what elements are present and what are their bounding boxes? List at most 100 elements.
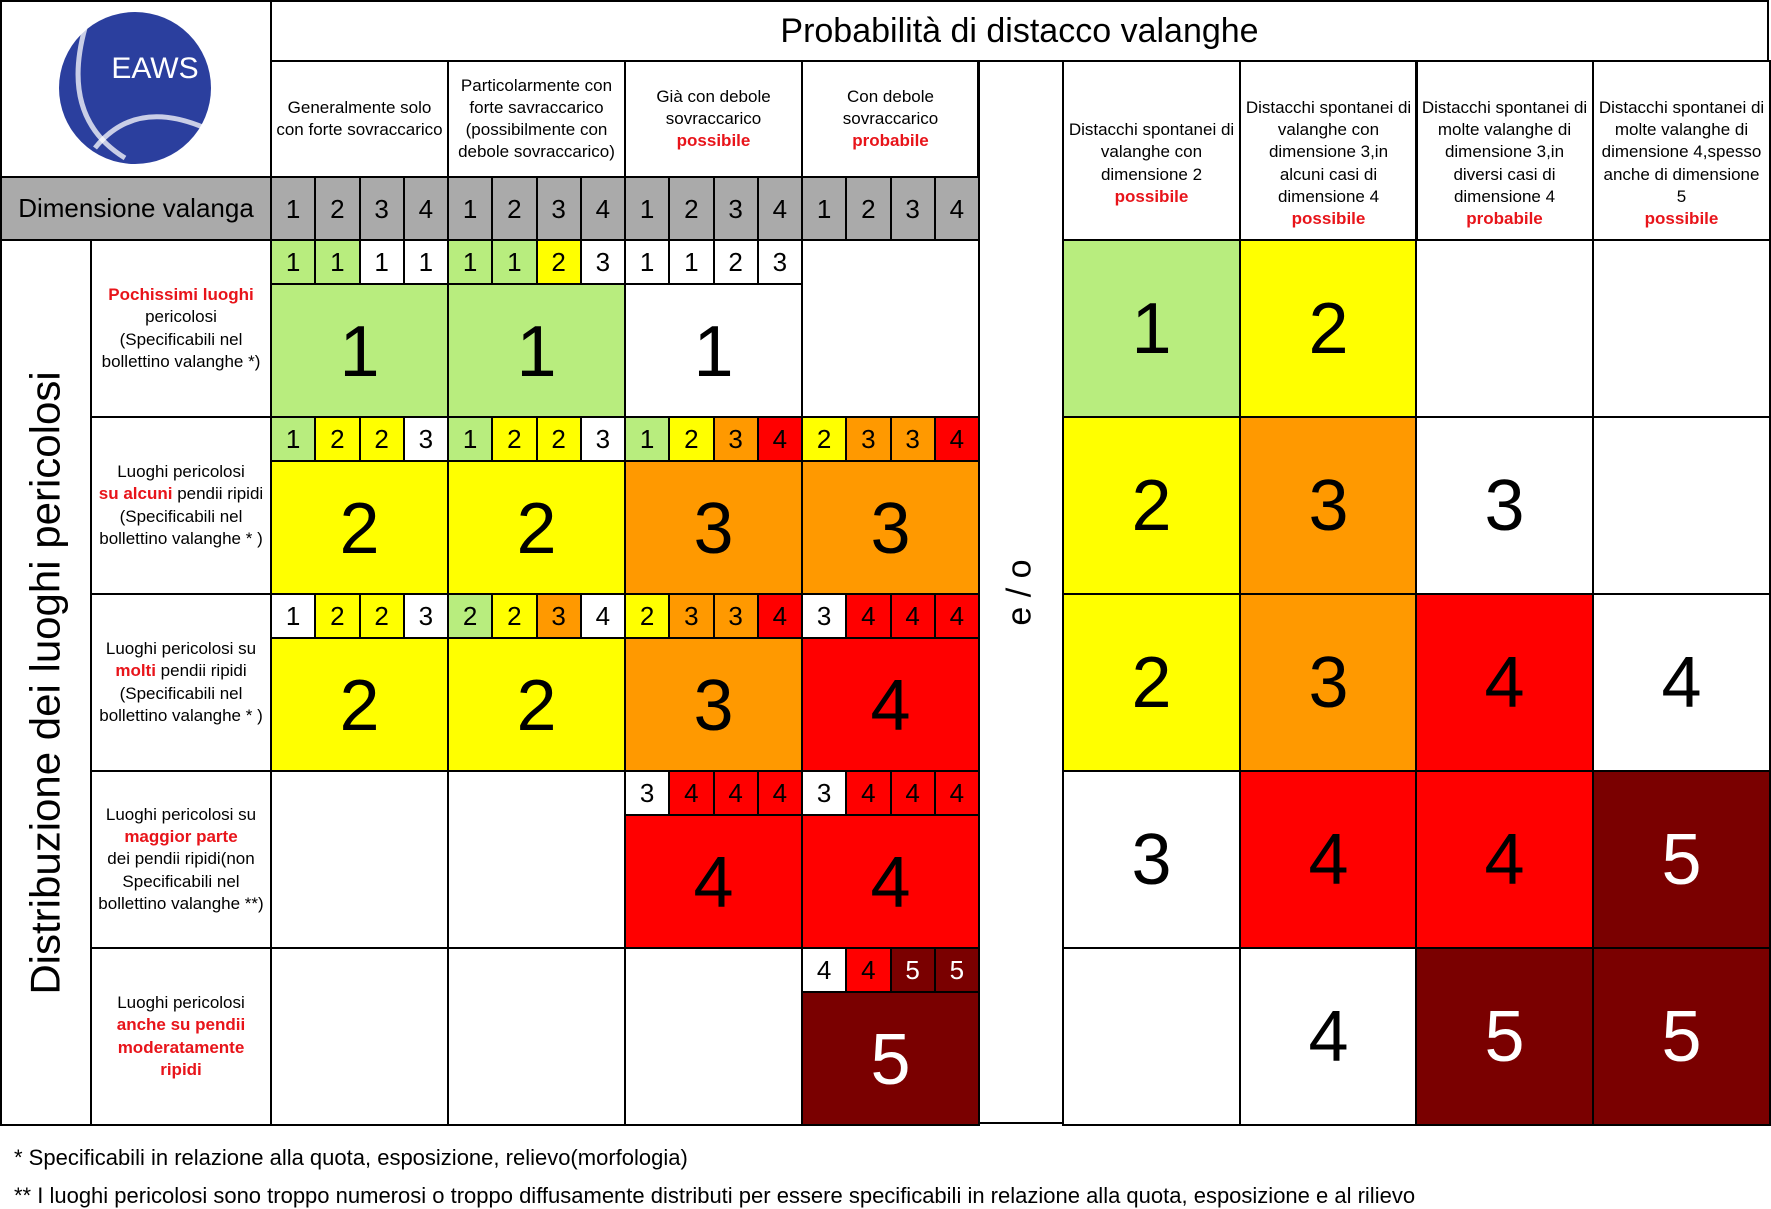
and-or-divider: e / o [977, 60, 1064, 1124]
row-label-line: Pochissimi luoghi [108, 285, 254, 305]
row-label-line: bollettino valanghe * ) [99, 705, 263, 725]
size-header-cell: 1 [801, 176, 848, 241]
size-level-cell: 1 [358, 239, 405, 285]
size-level-cell: 1 [270, 239, 317, 285]
row-label-2: Luoghi pericolosi su alcuni pendii ripidi… [90, 416, 272, 595]
size-level-cell: 4 [845, 593, 892, 639]
size-level-cell: 1 [270, 416, 317, 462]
spontaneous-level-cell [1062, 947, 1241, 1126]
row-label-line: Luoghi pericolosi su [105, 805, 257, 825]
size-level-cell: 2 [624, 593, 671, 639]
trigger-header-4: Con debole sovraccarico probabile [801, 60, 980, 178]
row-label-3: Luoghi pericolosi su molti pendii ripidi(… [90, 593, 272, 772]
spontaneous-level-cell: 4 [1239, 947, 1418, 1126]
size-level-cell: 3 [579, 239, 626, 285]
row-label-line: anche su pendii [116, 1015, 246, 1035]
row-label-line: bollettino valanghe * ) [99, 528, 263, 548]
label-text: pendii ripidi [172, 484, 264, 504]
size-level-cell: 3 [801, 593, 848, 639]
size-level-cell: 4 [889, 593, 936, 639]
size-header-cell: 4 [756, 176, 803, 241]
row-label-line: molti pendii ripidi [115, 660, 246, 682]
size-level-cell: 2 [314, 593, 361, 639]
row-label-line: (Specificabili nel [119, 329, 243, 349]
spontaneous-level-cell: 5 [1592, 770, 1771, 949]
empty-matrix-cell [801, 239, 980, 418]
size-level-cell: 1 [624, 239, 671, 285]
size-level-cell: 4 [801, 947, 848, 993]
size-level-cell: 3 [712, 416, 759, 462]
size-header-cell: 4 [579, 176, 626, 241]
spontaneous-description: Distacchi spontanei di molte valanghe di… [1598, 98, 1765, 206]
empty-matrix-cell [624, 947, 803, 1126]
axis-label: Distribuzione dei luoghi pericolosi [22, 370, 69, 995]
size-header-cell: 1 [624, 176, 671, 241]
spontaneous-level-cell [1415, 239, 1594, 418]
size-level-cell: 2 [712, 239, 759, 285]
avalanche-size-label: Dimensione valanga [0, 176, 272, 241]
size-header-cell: 3 [358, 176, 405, 241]
highlight-term: molti [115, 661, 156, 681]
label-text: pendii ripidi [155, 661, 247, 681]
size-header-cell: 2 [845, 176, 892, 241]
spontaneous-level-cell: 4 [1592, 593, 1771, 772]
row-label-line: Luoghi pericolosi su [105, 639, 257, 659]
spontaneous-header-3: Distacchi spontanei di molte valanghe di… [1415, 60, 1594, 241]
size-level-cell: 2 [447, 593, 494, 639]
empty-matrix-cell [447, 770, 626, 949]
row-label-line: Luoghi pericolosi [117, 993, 245, 1013]
row-label-line: su alcuni pendii ripidi [99, 483, 263, 505]
hazard-distribution-axis: Distribuzione dei luoghi pericolosi [0, 239, 92, 1126]
size-level-cell: 4 [712, 770, 759, 816]
row-label-line: maggior parte [124, 827, 238, 847]
size-level-cell: 2 [491, 416, 538, 462]
empty-matrix-cell [270, 770, 449, 949]
row-label-1: Pochissimi luoghi pericolosi (Specificabil… [90, 239, 272, 418]
trigger-description: Già con debole sovraccarico [656, 86, 771, 128]
size-level-cell: 3 [756, 239, 803, 285]
spontaneous-level-cell: 4 [1415, 593, 1594, 772]
spontaneous-level-cell: 5 [1415, 947, 1594, 1126]
size-header-cell: 1 [447, 176, 494, 241]
trigger-header-2: Particolarmente con forte savraccarico (… [447, 60, 626, 178]
spontaneous-level-cell [1592, 416, 1771, 595]
spontaneous-header-1: Distacchi spontanei di valanghe con dime… [1062, 60, 1241, 241]
size-level-cell: 5 [933, 947, 980, 993]
spontaneous-level-cell: 2 [1239, 239, 1418, 418]
footnote-1: * Specificabili in relazione alla quota,… [14, 1145, 688, 1170]
spontaneous-header-2: Distacchi spontanei di valanghe con dime… [1239, 60, 1418, 241]
spontaneous-header-4: Distacchi spontanei di molte valanghe di… [1592, 60, 1771, 241]
size-level-cell: 1 [447, 416, 494, 462]
size-level-cell: 4 [579, 593, 626, 639]
row-label-line: moderatamente [117, 1037, 245, 1057]
size-level-cell: 1 [624, 416, 671, 462]
size-level-cell: 2 [535, 416, 582, 462]
size-level-cell: 3 [889, 416, 936, 462]
size-level-cell: 3 [801, 770, 848, 816]
row-label-line: bollettino valanghe *) [101, 351, 261, 371]
size-header-cell: 3 [889, 176, 936, 241]
trigger-description: Particolarmente con forte savraccarico (… [458, 75, 615, 162]
size-level-cell: 3 [535, 593, 582, 639]
row-label-4: Luoghi pericolosi su maggior parte dei pen… [90, 770, 272, 949]
size-level-cell: 3 [668, 593, 715, 639]
row-label-line: bollettino valanghe **) [98, 893, 264, 913]
row-label-line: ripidi [160, 1059, 202, 1079]
probability-term: possibile [1644, 208, 1719, 228]
probability-term: probabile [852, 131, 929, 151]
spontaneous-level-cell: 3 [1239, 416, 1418, 595]
size-level-cell: 1 [314, 239, 361, 285]
trigger-description: Con debole sovraccarico [842, 86, 939, 128]
size-level-cell: 2 [801, 416, 848, 462]
spontaneous-level-cell: 4 [1415, 770, 1594, 949]
size-level-cell: 1 [491, 239, 538, 285]
size-level-cell: 1 [402, 239, 449, 285]
empty-matrix-cell [270, 947, 449, 1126]
trigger-description: Generalmente solo con forte sovraccarico [276, 97, 443, 139]
and-or-label: e / o [1000, 558, 1039, 626]
size-level-cell: 4 [933, 770, 980, 816]
size-header-cell: 3 [535, 176, 582, 241]
size-level-cell: 4 [933, 593, 980, 639]
spontaneous-description: Distacchi spontanei di molte valanghe di… [1421, 98, 1588, 206]
